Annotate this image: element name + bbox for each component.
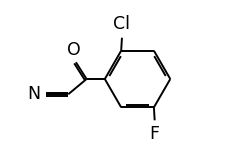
Text: O: O bbox=[67, 41, 81, 59]
Text: N: N bbox=[27, 85, 40, 103]
Text: Cl: Cl bbox=[113, 15, 130, 33]
Text: F: F bbox=[150, 125, 160, 143]
